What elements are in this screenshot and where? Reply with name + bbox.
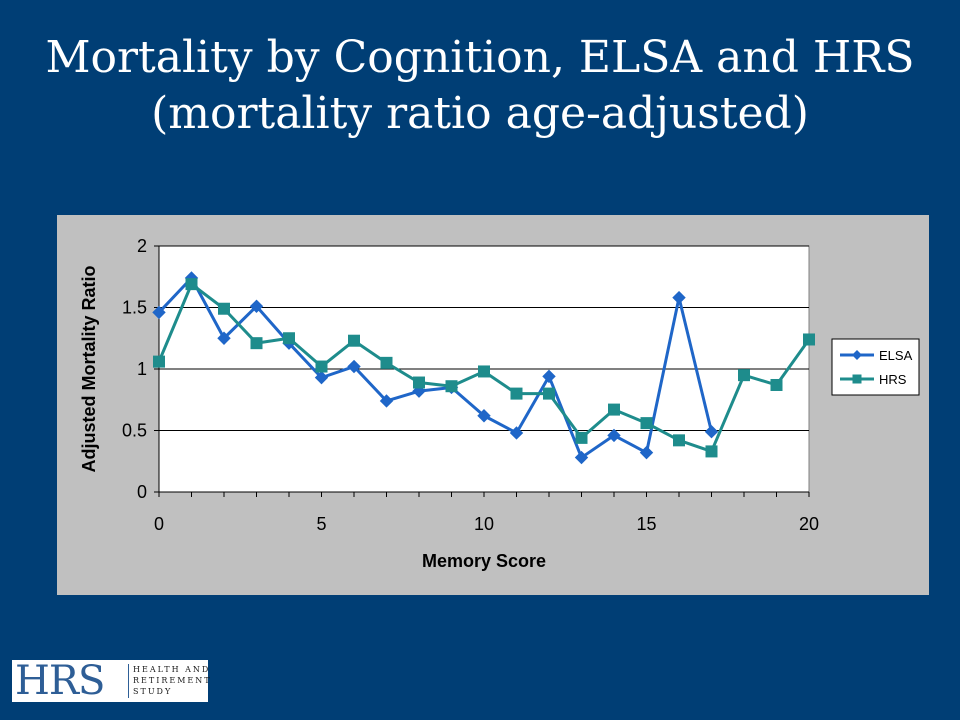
legend: ELSA HRS bbox=[831, 338, 920, 396]
series-layer bbox=[152, 271, 815, 465]
data-point-hrs bbox=[738, 369, 750, 382]
legend-item-elsa: ELSA bbox=[840, 348, 913, 363]
data-point-hrs bbox=[575, 431, 588, 444]
logo-line-1: HEALTH AND bbox=[133, 665, 211, 674]
data-point-hrs bbox=[348, 334, 360, 347]
series-elsa bbox=[152, 271, 719, 465]
y-tick-label: 0.5 bbox=[122, 421, 147, 441]
x-tick-label: 5 bbox=[316, 514, 326, 534]
data-point-hrs bbox=[283, 332, 295, 345]
data-point-elsa bbox=[704, 425, 719, 439]
data-point-hrs bbox=[218, 302, 230, 315]
chart-panel: 0 0.5 1 1.5 2 0 5 10 15 20 Memory Score Adjusted … bbox=[57, 215, 929, 595]
legend-label: ELSA bbox=[879, 348, 913, 363]
data-point-elsa bbox=[379, 394, 394, 408]
data-point-hrs bbox=[250, 337, 263, 350]
legend-box bbox=[831, 338, 920, 396]
data-point-hrs bbox=[478, 365, 490, 378]
series-line-elsa bbox=[157, 276, 713, 460]
x-tick-label: 15 bbox=[636, 514, 656, 534]
hrs-logo: HRS HEALTH AND RETIREMENT STUDY bbox=[12, 658, 210, 704]
data-point-hrs bbox=[673, 434, 685, 447]
logo-line-2: RETIREMENT bbox=[133, 676, 212, 685]
data-point-elsa bbox=[477, 409, 491, 423]
y-tick-label: 1.5 bbox=[122, 298, 147, 318]
legend-item-hrs: HRS bbox=[840, 372, 907, 387]
title-line-2: (mortality ratio age-adjusted) bbox=[151, 88, 809, 139]
logo-divider bbox=[128, 664, 129, 698]
data-point-elsa bbox=[314, 370, 329, 385]
x-tick-label: 10 bbox=[474, 514, 494, 534]
data-point-hrs bbox=[770, 378, 783, 391]
data-point-hrs bbox=[185, 278, 198, 291]
data-point-hrs bbox=[445, 380, 458, 393]
logo-mark: HRS bbox=[15, 658, 105, 704]
data-point-hrs bbox=[705, 445, 718, 458]
data-point-elsa bbox=[347, 359, 361, 374]
data-point-hrs bbox=[543, 387, 555, 400]
legend-marker-diamond bbox=[852, 350, 862, 360]
data-point-elsa bbox=[542, 369, 556, 384]
series-hrs bbox=[153, 278, 815, 458]
data-point-hrs bbox=[315, 360, 328, 373]
data-point-elsa bbox=[574, 450, 589, 465]
data-point-elsa bbox=[509, 426, 524, 440]
x-tick-label: 0 bbox=[154, 514, 164, 534]
data-point-elsa bbox=[672, 290, 686, 305]
title-line-1: Mortality by Cognition, ELSA and HRS bbox=[45, 32, 915, 83]
x-tick-label: 20 bbox=[799, 514, 819, 534]
data-point-hrs bbox=[640, 417, 653, 430]
legend-items: ELSA HRS bbox=[840, 348, 913, 387]
data-point-hrs bbox=[380, 356, 393, 369]
data-point-hrs bbox=[510, 387, 523, 400]
data-point-elsa bbox=[152, 305, 166, 320]
legend-label: HRS bbox=[879, 372, 907, 387]
data-point-hrs bbox=[413, 376, 425, 389]
slide-title: Mortality by Cognition, ELSA and HRS (mo… bbox=[0, 30, 960, 142]
y-tick-label: 0 bbox=[137, 482, 147, 502]
data-point-hrs bbox=[608, 403, 620, 416]
data-point-elsa bbox=[607, 428, 621, 443]
data-point-elsa bbox=[249, 299, 264, 313]
data-point-hrs bbox=[153, 355, 165, 368]
y-tick-label: 1 bbox=[137, 359, 147, 379]
logo-text: HEALTH AND RETIREMENT STUDY bbox=[133, 664, 212, 697]
data-point-elsa bbox=[217, 331, 231, 345]
data-point-elsa bbox=[639, 445, 654, 460]
x-axis-label: Memory Score bbox=[422, 551, 546, 571]
data-point-hrs bbox=[803, 333, 815, 346]
legend-marker-square bbox=[852, 374, 862, 384]
y-tick-label: 2 bbox=[137, 236, 147, 256]
y-axis-label: Adjusted Mortality Ratio bbox=[79, 265, 99, 472]
logo-line-3: STUDY bbox=[133, 687, 173, 696]
line-chart: 00.511.520 5 10 15 20 Memory Score Adjusted … bbox=[79, 236, 920, 571]
axes: 00.511.520 5 10 15 20 bbox=[122, 236, 819, 534]
